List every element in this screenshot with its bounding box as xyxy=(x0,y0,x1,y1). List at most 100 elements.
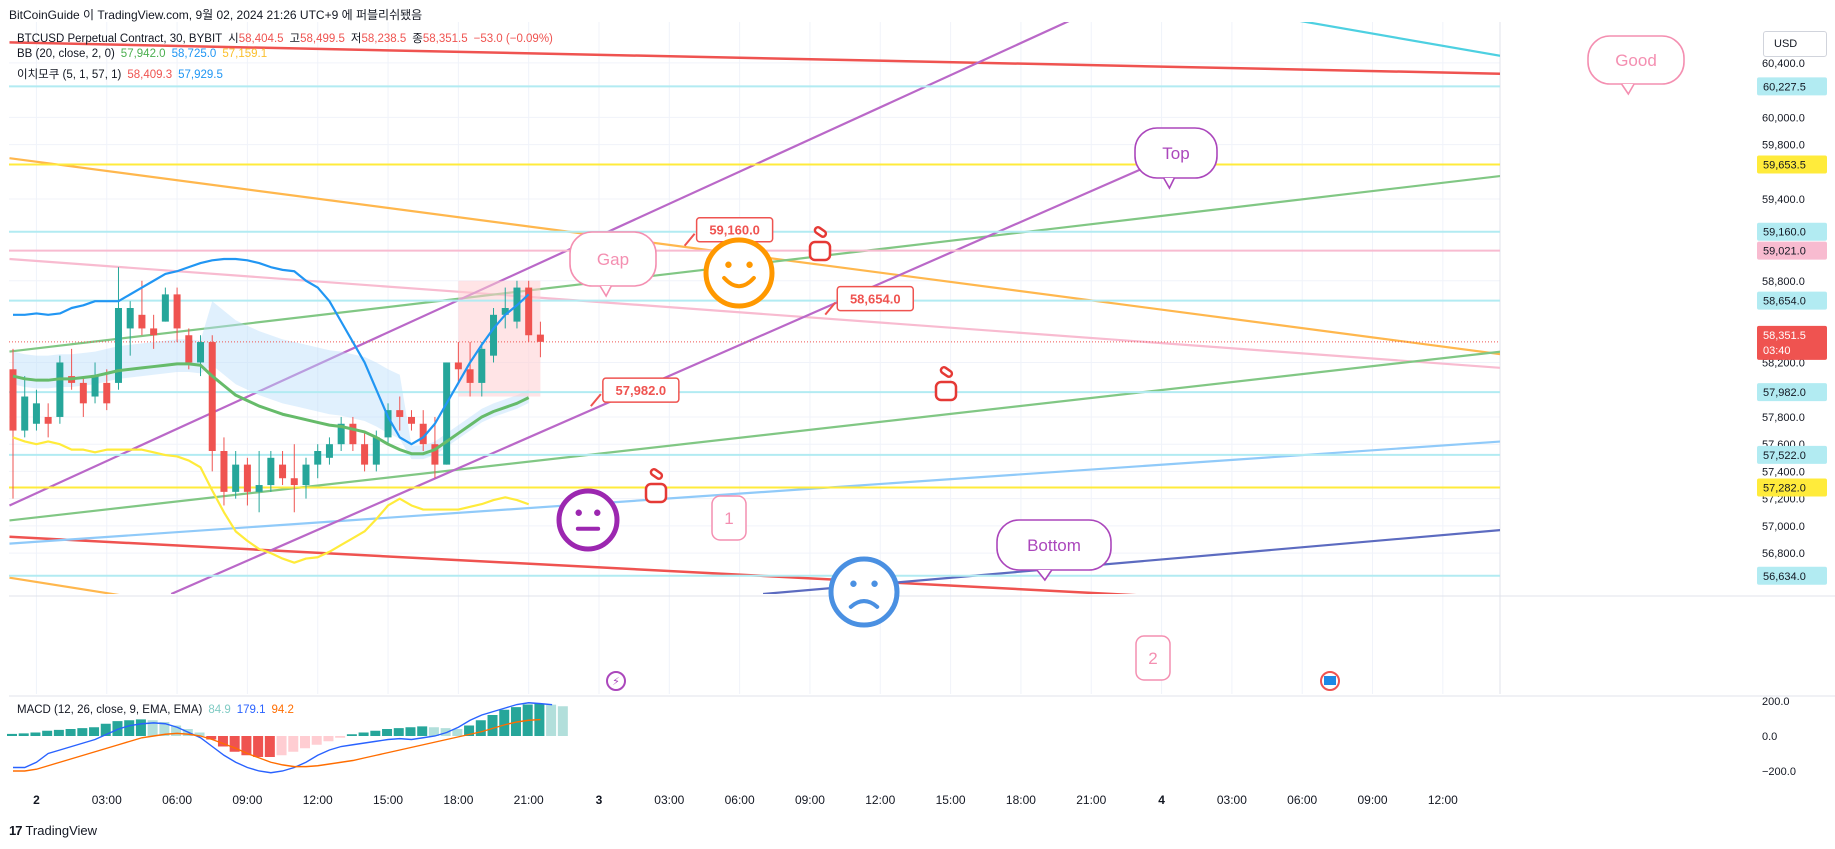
price-tick-label: 57,200.0 xyxy=(1762,494,1805,506)
price-level-text: 57,522.0 xyxy=(1763,450,1806,462)
candle-body[interactable] xyxy=(419,423,427,445)
candle-body[interactable] xyxy=(44,416,52,424)
candle-body[interactable] xyxy=(208,342,216,451)
price-tick-label: 59,800.0 xyxy=(1762,140,1805,152)
speech-bubble: Top xyxy=(1134,127,1218,190)
candle-body[interactable] xyxy=(443,362,451,465)
happy-face-icon xyxy=(703,237,775,309)
macd-hist-bar xyxy=(264,736,275,757)
macd-line xyxy=(13,702,553,774)
time-tick-label: 12:00 xyxy=(865,793,895,807)
legend-bb-basis: 57,942.0 xyxy=(120,48,166,60)
callout-box xyxy=(602,377,680,403)
candle-body[interactable] xyxy=(501,308,509,315)
candle-body[interactable] xyxy=(431,444,439,465)
red-lower-trend-line xyxy=(9,535,1137,594)
legend-macd-line: 179.1 xyxy=(236,704,266,716)
candle-body[interactable] xyxy=(173,294,181,329)
price-tick-label: 57,000.0 xyxy=(1762,521,1805,533)
current-price-tag xyxy=(1757,325,1827,360)
candle-body[interactable] xyxy=(232,464,240,492)
face-eye xyxy=(725,261,732,268)
currency-button[interactable]: USD xyxy=(1763,31,1827,57)
hand-palm xyxy=(934,380,958,402)
macd-hist-bar xyxy=(7,733,17,736)
legend-ichimoku-b: 57,929.5 xyxy=(178,69,223,81)
candle-body[interactable] xyxy=(490,314,498,356)
candle-body[interactable] xyxy=(114,308,122,383)
macd-hist-bar xyxy=(428,727,439,736)
event-circle xyxy=(606,671,626,691)
candle-body[interactable] xyxy=(325,444,333,458)
number-callout: 2 xyxy=(1135,635,1171,681)
candle-body[interactable] xyxy=(185,335,193,363)
candle-body[interactable] xyxy=(91,376,99,397)
time-tick-label: 2 xyxy=(33,793,40,807)
tradingview-logo: 17 xyxy=(9,823,23,838)
legend-macd-row: MACD (12, 26, close, 9, EMA, EMA) 84.9 179… xyxy=(17,704,300,716)
candle-body[interactable] xyxy=(21,396,29,431)
number-box xyxy=(1135,635,1171,681)
candle-body[interactable] xyxy=(79,382,87,404)
tradingview-footer[interactable]: 17 TradingView xyxy=(9,823,97,838)
candle-body[interactable] xyxy=(466,369,474,383)
legend-change: −53.0 (−0.09%) xyxy=(473,33,553,45)
candle-body[interactable] xyxy=(243,464,251,492)
macd-hist-bar xyxy=(217,736,228,747)
candle-body[interactable] xyxy=(32,403,40,424)
speech-bubble: Good xyxy=(1587,35,1685,96)
macd-hist-bar xyxy=(124,720,135,736)
cyan-trend-line xyxy=(1299,22,1500,57)
time-tick-label: 06:00 xyxy=(162,793,192,807)
candle-body[interactable] xyxy=(361,444,369,465)
candle-body[interactable] xyxy=(255,485,263,492)
legend-low: 저58,238.5 xyxy=(350,33,407,45)
bubble-shape xyxy=(1134,127,1218,179)
candle-body[interactable] xyxy=(9,369,17,431)
candle-body[interactable] xyxy=(396,410,404,417)
candle-body[interactable] xyxy=(525,287,533,336)
bubble-tail xyxy=(1620,83,1635,96)
macd-hist-bar xyxy=(112,721,123,736)
candle-body[interactable] xyxy=(314,451,322,465)
candle-body[interactable] xyxy=(372,437,380,465)
drawings: 59,160.0 58,654.0 57,982.0 Gap Top Bottom Good… xyxy=(556,35,1685,691)
candle-body[interactable] xyxy=(536,334,544,342)
candle-body[interactable] xyxy=(161,294,169,322)
macd-hist-bar xyxy=(499,709,510,736)
candle-body[interactable] xyxy=(138,314,146,329)
candle-body[interactable] xyxy=(478,348,486,383)
candle-body[interactable] xyxy=(126,308,134,329)
legend-bb-upper: 58,725.0 xyxy=(171,48,217,60)
candle-body[interactable] xyxy=(103,382,111,404)
bubble-tail xyxy=(1036,569,1053,582)
candle-body[interactable] xyxy=(349,423,357,445)
candle-body[interactable] xyxy=(290,478,298,486)
price-tick-label: 60,000.0 xyxy=(1762,112,1805,124)
candle-body[interactable] xyxy=(267,457,275,486)
price-level-text: 56,634.0 xyxy=(1763,571,1806,583)
macd-pane: 200.0 0.0 −200.0 xyxy=(7,696,1796,778)
legend-bb-row: BB (20, close, 2, 0) 57,942.0 58,725.0 57,1… xyxy=(17,48,273,60)
candle-body[interactable] xyxy=(56,362,64,417)
time-tick-label: 21:00 xyxy=(514,793,544,807)
candle-body[interactable] xyxy=(337,423,345,445)
callout-box xyxy=(836,285,915,312)
face-mouth xyxy=(848,599,880,609)
candle-body[interactable] xyxy=(407,416,415,424)
macd-hist-bar xyxy=(53,729,64,736)
candle-body[interactable] xyxy=(150,328,158,336)
candle-body[interactable] xyxy=(302,464,310,486)
candle-body[interactable] xyxy=(197,342,205,363)
time-tick-label: 15:00 xyxy=(936,793,966,807)
candle-body[interactable] xyxy=(384,410,392,438)
macd-hist-bar xyxy=(546,704,557,736)
macd-hist-bar xyxy=(487,715,498,736)
candle-body[interactable] xyxy=(454,362,462,370)
callout-pointer xyxy=(683,233,696,247)
face-outline xyxy=(703,237,775,309)
candle-body[interactable] xyxy=(220,451,228,492)
candle-body[interactable] xyxy=(279,464,287,479)
bubble-shape xyxy=(1587,35,1685,85)
